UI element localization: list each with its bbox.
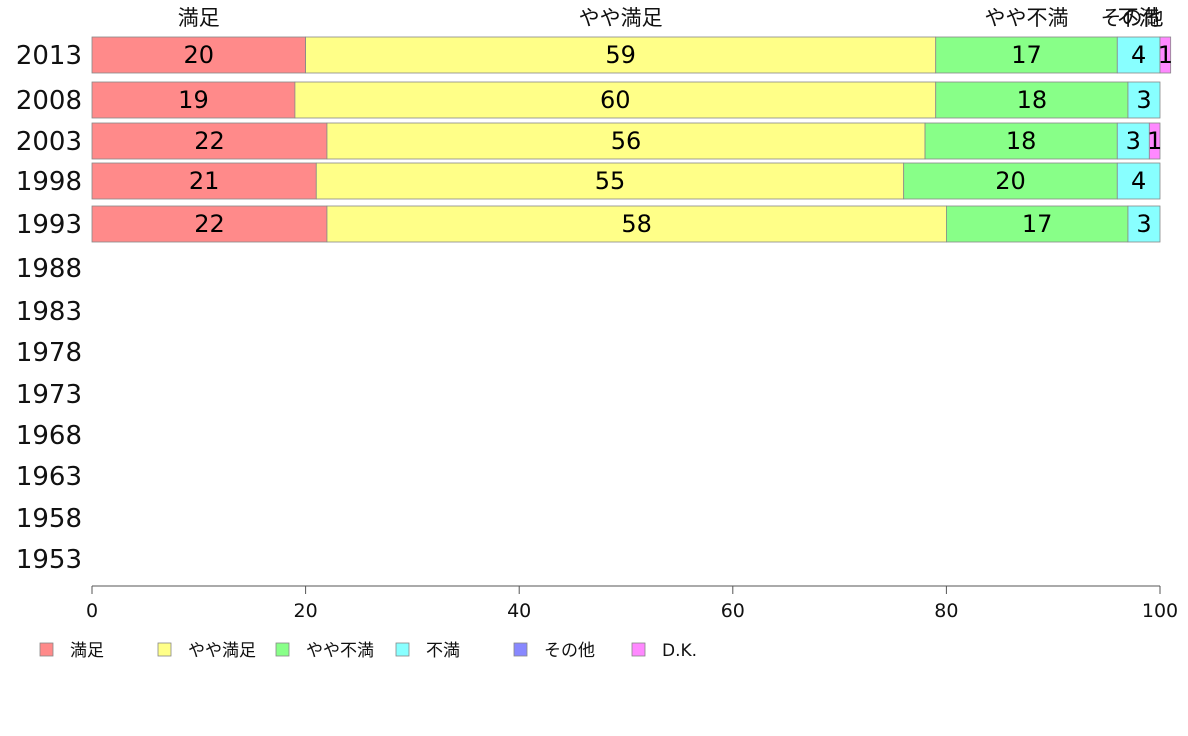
legend-swatch-4	[513, 642, 528, 657]
legend-label-0: 満足	[70, 641, 104, 661]
bar-segment-1993-2	[946, 205, 1129, 243]
legend-label-2: やや不満	[306, 641, 374, 661]
bar-segment-2003-2	[924, 122, 1118, 160]
year-label-1988: 1988	[16, 254, 82, 284]
bar-segment-2003-1	[326, 122, 926, 160]
x-tick-label-20: 20	[294, 600, 318, 622]
year-label-1963: 1963	[16, 462, 82, 492]
legend-swatch-3	[395, 642, 410, 657]
bar-segment-2013-0	[91, 36, 307, 74]
bar-segment-2013-2	[935, 36, 1118, 74]
data-label-2013-3: 4	[1131, 41, 1146, 69]
year-label-2003: 2003	[16, 127, 82, 157]
bars-group: 20 59 17 4 119 60 18 322 56 18 3 121 55 20 422 58 17 3	[91, 36, 1173, 243]
x-tick-label-60: 60	[721, 600, 745, 622]
bar-segment-1993-3	[1127, 205, 1161, 243]
x-tick-label-80: 80	[934, 600, 958, 622]
year-label-1993: 1993	[16, 210, 82, 240]
bar-segment-1993-0	[91, 205, 328, 243]
year-label-2008: 2008	[16, 86, 82, 116]
bar-segment-1993-1	[326, 205, 947, 243]
bar-segment-1998-0	[91, 162, 317, 200]
legend-swatch-0	[39, 642, 54, 657]
x-tick-label-40: 40	[507, 600, 531, 622]
bar-segment-2008-2	[935, 81, 1129, 119]
data-label-2013-1: 59	[605, 41, 636, 69]
year-label-1983: 1983	[16, 297, 82, 327]
data-label-2008-2: 18	[1017, 86, 1048, 114]
data-label-2013-2: 17	[1011, 41, 1042, 69]
bar-segment-1998-3	[1116, 162, 1161, 200]
legend-label-1: やや満足	[188, 641, 256, 661]
year-label-1968: 1968	[16, 421, 82, 451]
data-label-2013-0: 20	[184, 41, 215, 69]
legend-swatch-1	[157, 642, 172, 657]
bar-segment-2003-0	[91, 122, 328, 160]
data-label-1993-2: 17	[1022, 210, 1053, 238]
data-label-2003-3: 3	[1126, 127, 1141, 155]
legend-swatch-2	[275, 642, 290, 657]
column-header-4: その他	[1101, 6, 1164, 30]
x-tick-label-100: 100	[1142, 600, 1178, 622]
data-label-2003-0: 22	[194, 127, 225, 155]
legend-swatch-5	[631, 642, 646, 657]
legend-label-3: 不満	[426, 641, 460, 661]
data-label-2003-2: 18	[1006, 127, 1037, 155]
year-label-1958: 1958	[16, 504, 82, 534]
bar-segment-2008-0	[91, 81, 296, 119]
x-tick-label-0: 0	[86, 600, 98, 622]
data-label-2003-1: 56	[611, 127, 642, 155]
data-label-2008-0: 19	[178, 86, 209, 114]
year-label-2013: 2013	[16, 41, 82, 71]
data-label-1998-3: 4	[1131, 167, 1146, 195]
data-label-1993-1: 58	[621, 210, 652, 238]
legend-label-5: D.K.	[662, 641, 697, 661]
bar-segment-1998-1	[315, 162, 905, 200]
data-label-1998-2: 20	[995, 167, 1026, 195]
bar-segment-2003-5	[1148, 122, 1161, 160]
column-header-1: やや満足	[579, 6, 663, 30]
x-axis: 0 20 40 60 80 100	[86, 585, 1178, 622]
legend-label-4: その他	[544, 641, 595, 661]
bar-segment-2013-1	[305, 36, 937, 74]
data-label-2008-1: 60	[600, 86, 631, 114]
year-label-1978: 1978	[16, 338, 82, 368]
column-header-2: やや不満	[985, 6, 1069, 30]
year-axis-labels: 2013 2008 2003 1998 1993 1988 1983 1978 1973 1968…	[16, 41, 82, 575]
year-label-1998: 1998	[16, 167, 82, 197]
year-label-1973: 1973	[16, 380, 82, 410]
year-label-1953: 1953	[16, 545, 82, 575]
bar-segment-2003-3	[1116, 122, 1150, 160]
data-label-2013-5: 1	[1158, 41, 1173, 69]
data-label-1993-0: 22	[194, 210, 225, 238]
bar-segment-2008-3	[1127, 81, 1161, 119]
data-label-1993-3: 3	[1136, 210, 1151, 238]
data-label-1998-0: 21	[189, 167, 220, 195]
legend: 満足 やや満足 やや不満 不満 その他 D.K.	[39, 641, 697, 661]
column-header-3: 不満	[1118, 6, 1160, 30]
column-header-0: 満足	[178, 6, 220, 30]
bar-segment-2013-5	[1159, 36, 1172, 74]
data-label-1998-1: 55	[595, 167, 626, 195]
data-label-2003-5: 1	[1147, 127, 1162, 155]
bar-segment-1998-2	[903, 162, 1118, 200]
bar-segment-2008-1	[294, 81, 937, 119]
data-label-2008-3: 3	[1136, 86, 1151, 114]
